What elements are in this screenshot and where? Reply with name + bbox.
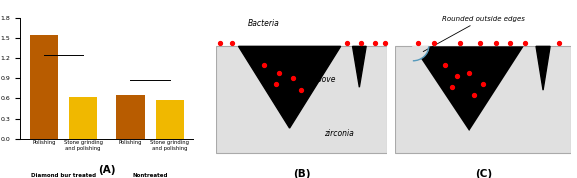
Bar <box>156 100 184 139</box>
FancyBboxPatch shape <box>216 46 387 153</box>
Text: groove: groove <box>310 75 336 84</box>
Text: (B): (B) <box>293 169 310 178</box>
FancyBboxPatch shape <box>395 46 571 153</box>
Text: Diamond bur treated: Diamond bur treated <box>31 173 96 178</box>
Polygon shape <box>238 46 340 128</box>
Bar <box>29 35 58 139</box>
Polygon shape <box>536 46 550 90</box>
Text: Nontreated: Nontreated <box>132 173 168 178</box>
Text: zirconia: zirconia <box>324 129 354 138</box>
Text: (C): (C) <box>475 169 492 178</box>
Text: Bacteria: Bacteria <box>248 19 280 28</box>
Bar <box>116 95 144 139</box>
Polygon shape <box>353 46 366 87</box>
Wedge shape <box>413 46 429 59</box>
PathPatch shape <box>413 46 524 131</box>
Text: (A): (A) <box>98 166 115 176</box>
Bar <box>69 97 98 139</box>
Text: Rounded outside edges: Rounded outside edges <box>423 15 524 52</box>
